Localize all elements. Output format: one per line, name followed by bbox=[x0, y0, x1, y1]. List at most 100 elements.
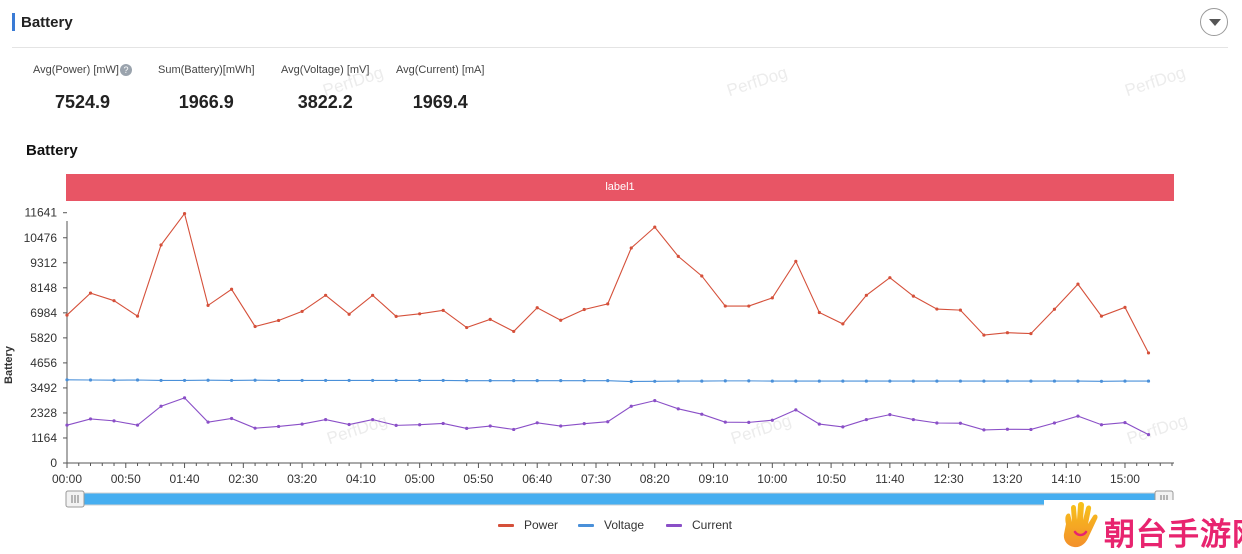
stat-avg-voltage: Avg(Voltage) [mV] 3822.2 bbox=[281, 64, 369, 113]
help-icon[interactable]: ? bbox=[119, 64, 132, 77]
data-point-power bbox=[653, 225, 657, 229]
data-point-current bbox=[1076, 414, 1080, 418]
data-point-power bbox=[1029, 331, 1033, 336]
stat-avg-current: Avg(Current) [mA] 1969.4 bbox=[396, 64, 484, 113]
legend-item-current[interactable]: Current bbox=[666, 518, 732, 532]
y-tick-label: 4656 bbox=[30, 356, 57, 370]
data-point-power bbox=[65, 313, 69, 317]
data-point-voltage bbox=[88, 378, 93, 382]
data-point-power bbox=[135, 314, 140, 318]
data-point-current bbox=[135, 423, 140, 427]
stat-sum-battery: Sum(Battery)[mWh] 1966.9 bbox=[158, 64, 255, 113]
data-point-power bbox=[88, 291, 93, 295]
header-accent-bar bbox=[12, 13, 15, 31]
data-point-power bbox=[418, 312, 422, 316]
y-axis-title: Battery bbox=[3, 345, 15, 384]
data-point-power bbox=[276, 318, 281, 323]
x-tick-label: 11:40 bbox=[875, 472, 904, 486]
data-point-voltage bbox=[864, 379, 868, 383]
data-point-current bbox=[747, 420, 751, 424]
data-point-current bbox=[371, 417, 375, 422]
data-point-current bbox=[559, 424, 563, 428]
data-point-voltage bbox=[512, 379, 516, 383]
data-point-current bbox=[347, 422, 351, 427]
data-point-voltage bbox=[135, 378, 140, 382]
data-point-current bbox=[794, 408, 798, 412]
chart-section-title: Battery bbox=[26, 142, 78, 159]
data-point-current bbox=[864, 417, 868, 422]
data-point-current bbox=[606, 420, 610, 424]
data-point-power bbox=[1052, 307, 1057, 311]
data-point-current bbox=[488, 424, 492, 428]
stat-value: 1969.4 bbox=[412, 92, 468, 112]
logo-text: 朝台手游网 bbox=[1104, 517, 1242, 552]
y-tick-label: 6984 bbox=[30, 306, 57, 320]
x-tick-label: 09:10 bbox=[699, 472, 729, 486]
x-tick-label: 05:00 bbox=[405, 472, 435, 486]
battery-line-chart[interactable]: 0 1164 2328 3492 4656 5820 6984 8148 9312 10476 11… bbox=[0, 205, 1242, 515]
collapse-button[interactable] bbox=[1200, 8, 1228, 36]
chart-legend: Power Voltage Current bbox=[0, 518, 1242, 534]
legend-item-voltage[interactable]: Voltage bbox=[578, 518, 644, 532]
data-point-voltage bbox=[324, 378, 328, 383]
data-point-current bbox=[817, 422, 821, 426]
x-tick-label: 10:00 bbox=[757, 472, 787, 486]
legend-item-power[interactable]: Power bbox=[498, 518, 558, 532]
data-point-power bbox=[512, 329, 516, 334]
data-point-voltage bbox=[1029, 379, 1033, 383]
stat-label: Avg(Current) [mA] bbox=[396, 64, 485, 76]
stat-label: Avg(Power) [mW]? bbox=[33, 64, 132, 77]
x-tick-label: 14:10 bbox=[1051, 472, 1081, 486]
data-point-power bbox=[1099, 314, 1104, 318]
data-point-voltage bbox=[394, 378, 398, 383]
data-point-voltage bbox=[911, 379, 915, 383]
stat-label: Sum(Battery)[mWh] bbox=[158, 64, 255, 76]
data-point-current bbox=[1099, 423, 1104, 427]
data-point-current bbox=[1029, 427, 1033, 432]
data-point-voltage bbox=[206, 378, 210, 382]
data-point-power bbox=[112, 299, 116, 303]
data-point-voltage bbox=[1076, 379, 1080, 383]
data-point-power bbox=[347, 312, 351, 316]
data-point-power bbox=[465, 325, 469, 330]
y-tick-label: 9312 bbox=[30, 256, 57, 270]
data-point-voltage bbox=[794, 379, 798, 383]
data-point-current bbox=[253, 426, 257, 430]
y-tick-label: 10476 bbox=[24, 231, 58, 245]
x-tick-label: 12:30 bbox=[934, 472, 964, 486]
y-tick-label: 8148 bbox=[30, 281, 57, 295]
hand-logo-icon bbox=[1063, 502, 1098, 548]
data-point-power bbox=[324, 293, 328, 297]
zoom-handle-left[interactable] bbox=[65, 490, 85, 508]
data-point-voltage bbox=[347, 378, 351, 383]
y-tick-label: 5820 bbox=[30, 331, 57, 345]
label-marker-bar[interactable]: label1 bbox=[66, 174, 1174, 201]
data-point-power bbox=[911, 294, 915, 298]
data-point-current bbox=[582, 422, 586, 426]
y-tick-label: 3492 bbox=[30, 381, 57, 395]
data-point-power bbox=[629, 246, 633, 250]
data-point-power bbox=[394, 314, 398, 318]
legend-label: Power bbox=[524, 518, 559, 532]
data-point-current bbox=[1123, 420, 1127, 425]
data-point-current bbox=[182, 396, 187, 400]
data-point-current bbox=[276, 424, 281, 429]
data-point-voltage bbox=[770, 379, 774, 383]
data-point-voltage bbox=[300, 378, 304, 383]
zoom-slider bbox=[65, 490, 1174, 508]
data-point-current bbox=[65, 423, 69, 427]
data-point-power bbox=[1005, 331, 1010, 335]
zoom-range-bar[interactable] bbox=[66, 492, 1173, 506]
data-point-voltage bbox=[841, 379, 845, 383]
data-point-voltage bbox=[559, 379, 563, 383]
data-point-current bbox=[512, 427, 516, 432]
data-point-power bbox=[229, 287, 234, 291]
x-tick-label: 08:20 bbox=[640, 472, 670, 486]
panel-title: Battery bbox=[21, 14, 73, 31]
data-point-voltage bbox=[371, 378, 375, 383]
data-point-voltage bbox=[535, 379, 539, 383]
stat-value: 1966.9 bbox=[178, 92, 234, 112]
x-tick-label: 00:50 bbox=[111, 472, 141, 486]
data-point-current bbox=[653, 399, 657, 403]
data-point-power bbox=[582, 307, 586, 312]
